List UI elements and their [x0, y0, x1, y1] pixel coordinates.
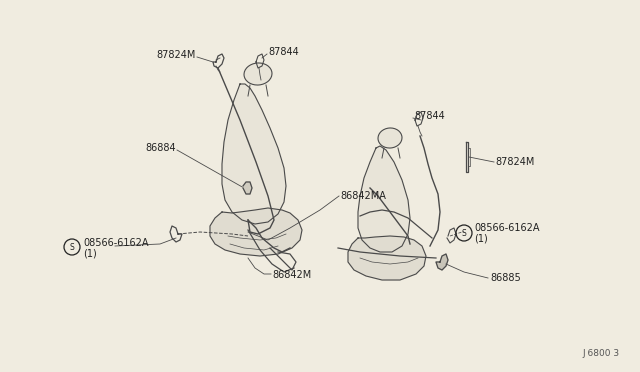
Polygon shape [348, 236, 426, 280]
Polygon shape [436, 254, 448, 270]
Polygon shape [243, 182, 252, 194]
Text: (1): (1) [474, 233, 488, 243]
Text: 08566-6162A: 08566-6162A [474, 223, 540, 233]
Text: 86842M: 86842M [272, 270, 311, 280]
Polygon shape [222, 84, 286, 224]
Text: 87824M: 87824M [495, 157, 534, 167]
Polygon shape [358, 146, 410, 252]
Ellipse shape [378, 128, 402, 148]
Text: 08566-6162A: 08566-6162A [83, 238, 148, 248]
Text: 86842MA: 86842MA [340, 191, 386, 201]
Text: 86885: 86885 [490, 273, 521, 283]
Text: J 6800 3: J 6800 3 [583, 349, 620, 358]
Text: 87844: 87844 [414, 111, 445, 121]
Text: (1): (1) [83, 248, 97, 258]
Text: S: S [70, 243, 74, 251]
Ellipse shape [244, 63, 272, 85]
Polygon shape [210, 208, 302, 256]
Text: 86884: 86884 [145, 143, 176, 153]
Text: S: S [461, 228, 467, 237]
Text: 87824M: 87824M [157, 50, 196, 60]
Text: 87844: 87844 [268, 47, 299, 57]
